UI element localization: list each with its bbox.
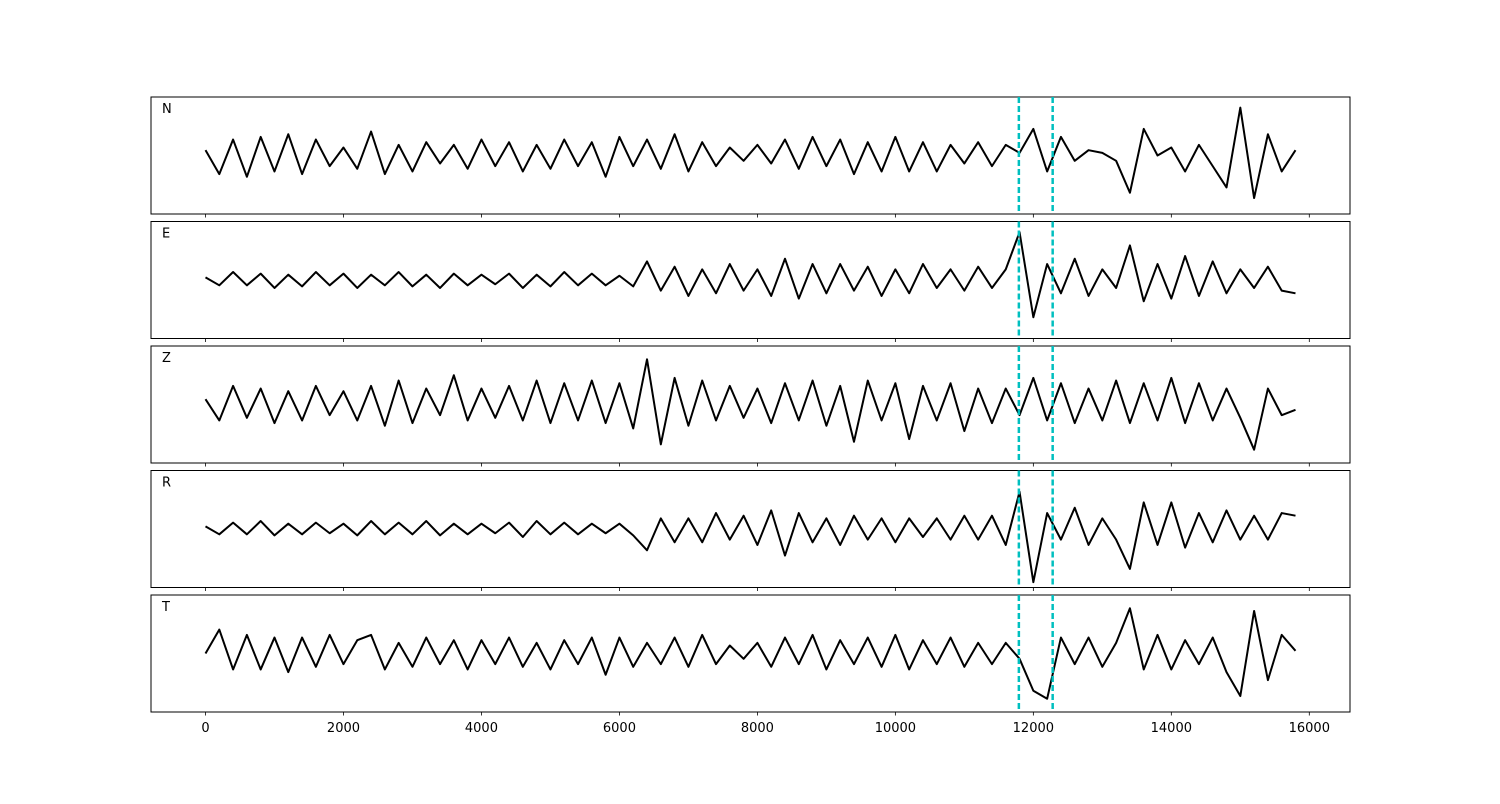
x-tick-label: 12000 bbox=[1013, 721, 1054, 736]
waveform bbox=[204, 231, 1296, 319]
waveform bbox=[204, 490, 1296, 584]
panel-frame bbox=[150, 96, 1351, 215]
panel-label: N bbox=[162, 102, 172, 117]
panel-label: T bbox=[161, 600, 170, 615]
x-tick-label: 4000 bbox=[465, 721, 498, 736]
panel-frame bbox=[150, 594, 1351, 713]
panel-label: Z bbox=[162, 351, 171, 366]
panel-label: E bbox=[162, 227, 170, 242]
waveform bbox=[204, 358, 1296, 451]
x-tick-label: 16000 bbox=[1289, 721, 1330, 736]
x-tick-label: 2000 bbox=[327, 721, 360, 736]
x-tick-label: 8000 bbox=[741, 721, 774, 736]
x-tick-label: 0 bbox=[201, 721, 209, 736]
x-tick-label: 10000 bbox=[875, 721, 916, 736]
waveform bbox=[204, 607, 1297, 700]
waveform bbox=[204, 106, 1297, 200]
x-tick-label: 14000 bbox=[1151, 721, 1192, 736]
panel-label: R bbox=[162, 476, 171, 491]
x-tick-label: 6000 bbox=[603, 721, 636, 736]
